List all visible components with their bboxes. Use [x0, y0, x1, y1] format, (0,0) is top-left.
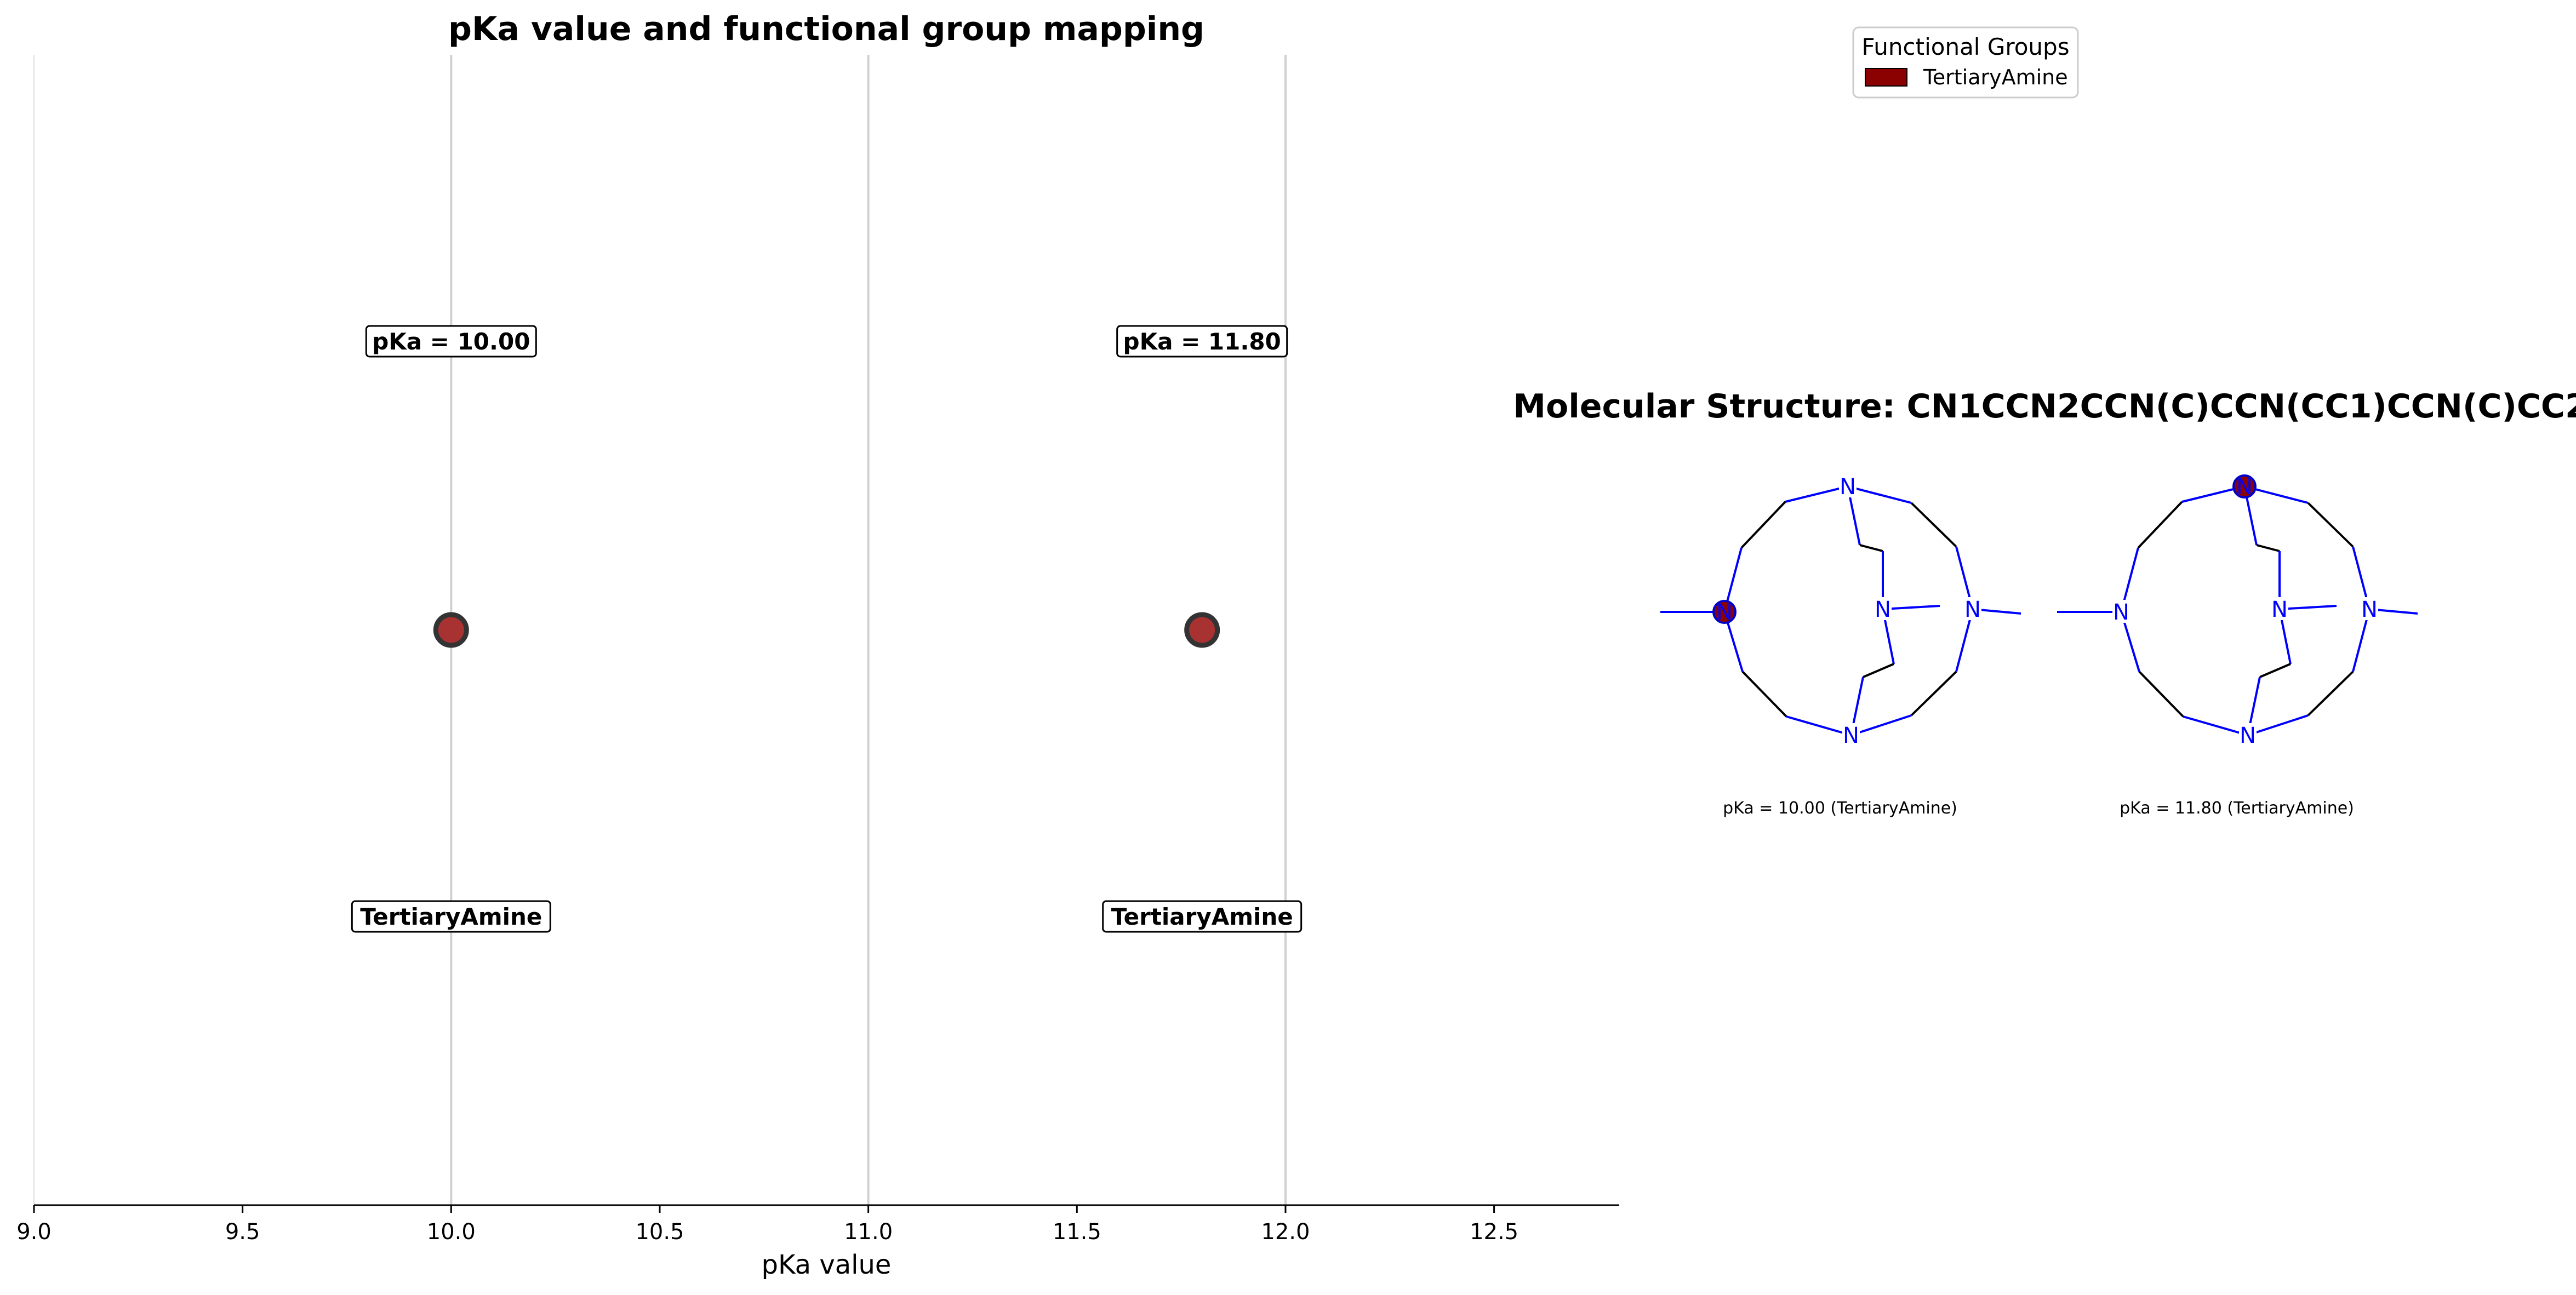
atom-label: N	[2361, 597, 2378, 622]
x-axis-label: pKa value	[762, 1250, 892, 1280]
atom-label: N	[2236, 474, 2253, 500]
atom-label: N	[1716, 600, 1733, 625]
group-label: TertiaryAmine	[351, 900, 551, 933]
molecule-caption-2: pKa = 11.80 (TertiaryAmine)	[2120, 799, 2354, 818]
bond	[2256, 544, 2280, 552]
atom-label-bg	[1839, 474, 1857, 497]
bond	[1859, 544, 1883, 552]
group-label: TertiaryAmine	[1102, 900, 1303, 933]
group-label-frame	[351, 900, 551, 933]
legend-title: Functional Groups	[1861, 33, 2069, 60]
atom-label: N	[2271, 597, 2288, 622]
group-label-frame	[1102, 900, 1303, 933]
n-bond	[1785, 485, 1848, 503]
data-point	[1184, 612, 1220, 648]
atom-label: N	[1840, 474, 1856, 500]
chart-title: pKa value and functional group mapping	[448, 10, 1204, 48]
highlighted-atom	[2232, 474, 2257, 498]
group-label-text: TertiaryAmine	[360, 903, 542, 930]
n-bond	[2247, 714, 2309, 736]
pka-value-label: pKa = 11.80	[1116, 325, 1288, 358]
legend-swatch	[1865, 68, 1907, 87]
atom-label-bg	[1964, 597, 1981, 620]
atom-label-bg	[2361, 597, 2378, 620]
pka-value-label: pKa = 10.00	[365, 325, 537, 358]
x-tick-label: 12.0	[1261, 1219, 1310, 1245]
x-tick-label: 10.5	[635, 1219, 684, 1245]
x-tick-label: 12.5	[1470, 1219, 1518, 1245]
atom-label-bg	[1842, 723, 1860, 746]
n-bond	[1847, 485, 1912, 504]
molecule-title: Molecular Structure: CN1CCN2CCN(C)CCN(CC…	[1513, 387, 2576, 426]
points-layer: pKa = 10.00 TertiaryAmine pKa = 11.80 Terti…	[351, 325, 1303, 933]
bond	[1740, 501, 1786, 549]
n-bond	[1882, 605, 1940, 610]
n-bond	[2279, 605, 2337, 610]
atom-label: N	[1875, 597, 1891, 622]
atom-label: N	[1843, 723, 1859, 748]
molecule-structure-1: N N N N N	[1660, 474, 2021, 748]
bond	[1910, 671, 1957, 717]
bond	[1741, 671, 1787, 718]
grid-lines	[33, 55, 1287, 1205]
bond	[2138, 671, 2184, 718]
legend-frame	[1852, 26, 2079, 99]
atom-label: N	[2113, 600, 2129, 625]
atom-label-bg	[2271, 597, 2288, 620]
x-tick-label: 11.5	[1053, 1219, 1101, 1245]
bond	[2307, 502, 2354, 548]
pka-value-label-text: pKa = 11.80	[1123, 328, 1281, 355]
pka-value-label-frame	[365, 325, 537, 358]
atom-label: N	[1964, 597, 1981, 622]
n-bond	[2183, 715, 2248, 736]
bond	[2259, 663, 2291, 678]
bond	[2307, 671, 2354, 717]
x-tick-label: 11.0	[844, 1219, 893, 1245]
pka-value-label-text: pKa = 10.00	[372, 328, 530, 355]
data-point	[433, 612, 469, 648]
atom-label-bg	[2112, 600, 2130, 623]
x-tick-label: 10.0	[427, 1219, 476, 1245]
atom-label-bg	[2239, 723, 2257, 746]
x-tick-label: 9.5	[225, 1219, 260, 1245]
n-bond	[1786, 715, 1852, 736]
x-ticks: 9.0 9.5 10.0 10.5 11.0 11.5 12.0 12.5	[16, 1205, 1518, 1245]
legend-item-label: TertiaryAmine	[1923, 65, 2068, 89]
pka-value-label-frame	[1116, 325, 1288, 358]
atom-label-bg	[1874, 597, 1892, 620]
bond	[1910, 502, 1957, 548]
n-bond	[1850, 714, 1912, 736]
bond	[1863, 663, 1894, 678]
atom-label: N	[2240, 723, 2256, 748]
x-tick-label: 9.0	[16, 1219, 52, 1245]
bond	[2137, 501, 2183, 549]
molecule-structure-2: N N N N N	[2057, 474, 2418, 748]
legend: Functional Groups TertiaryAmine	[1852, 26, 2079, 99]
pka-chart: pKa value and functional group mapping 9…	[16, 10, 1619, 1280]
highlighted-atom	[1712, 600, 1737, 624]
molecule-panel: Molecular Structure: CN1CCN2CCN(C)CCN(CC…	[1513, 387, 2576, 818]
group-label-text: TertiaryAmine	[1111, 903, 1293, 930]
molecule-caption-1: pKa = 10.00 (TertiaryAmine)	[1723, 799, 1957, 818]
